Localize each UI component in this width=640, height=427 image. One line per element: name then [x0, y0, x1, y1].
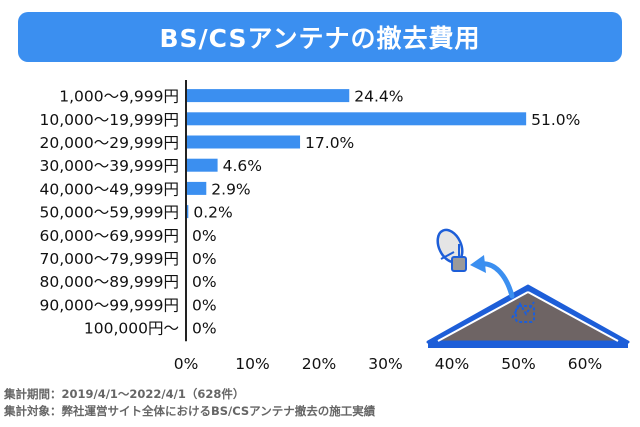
category-label-10: 100,000円〜 [84, 320, 179, 338]
category-label-8: 80,000〜89,999円 [40, 273, 179, 291]
value-labels: 24.4% 51.0% 17.0% 4.6% 2.9% 0.2% 0% 0% 0% 0% 0% [192, 88, 580, 338]
value-label-10: 0% [192, 320, 217, 338]
category-labels: 1,000〜9,999円 10,000〜19,999円 20,000〜29,999円… [40, 88, 179, 338]
bar-2 [187, 135, 301, 149]
category-label-6: 60,000〜69,999円 [40, 227, 179, 245]
x-tick-label-2: 20% [302, 355, 336, 373]
category-label-2: 20,000〜29,999円 [40, 134, 179, 152]
bar-4 [187, 181, 207, 195]
value-label-9: 0% [192, 296, 217, 314]
footnote-period: 集計期間：2019/4/1〜2022/4/1（628件） [4, 387, 245, 401]
x-tick-label-5: 50% [501, 355, 535, 373]
value-label-5: 0.2% [193, 204, 232, 222]
x-tick-labels: 0% 10% 20% 30% 40% 50% 60% [174, 355, 603, 373]
x-tick-label-1: 10% [235, 355, 269, 373]
category-label-0: 1,000〜9,999円 [59, 88, 179, 106]
x-tick-label-0: 0% [174, 355, 199, 373]
category-label-7: 70,000〜79,999円 [40, 250, 179, 268]
bar-0 [187, 89, 350, 103]
value-label-8: 0% [192, 273, 217, 291]
value-label-4: 2.9% [211, 180, 250, 198]
x-tick-label-6: 60% [568, 355, 602, 373]
roof-icon [426, 284, 630, 348]
x-tick-label-4: 40% [435, 355, 469, 373]
value-label-6: 0% [192, 227, 217, 245]
antenna-mount-icon [511, 301, 535, 323]
value-label-3: 4.6% [223, 157, 262, 175]
category-label-3: 30,000〜39,999円 [40, 157, 179, 175]
value-label-1: 51.0% [531, 111, 580, 129]
page-title: BS/CSアンテナの撤去費用 [159, 24, 481, 53]
antenna-icon [436, 228, 467, 272]
bar-1 [187, 112, 527, 126]
x-tick-label-3: 30% [368, 355, 402, 373]
value-label-7: 0% [192, 250, 217, 268]
category-label-4: 40,000〜49,999円 [40, 180, 179, 198]
arrow-icon [470, 255, 515, 299]
value-label-0: 24.4% [354, 88, 403, 106]
category-label-5: 50,000〜59,999円 [40, 204, 179, 222]
footnote-target: 集計対象：弊社運営サイト全体におけるBS/CSアンテナ撤去の施工実績 [4, 404, 376, 418]
bar-3 [187, 158, 218, 172]
category-label-9: 90,000〜99,999円 [40, 296, 179, 314]
category-label-1: 10,000〜19,999円 [40, 111, 179, 129]
bars-group [187, 89, 527, 219]
value-label-2: 17.0% [305, 134, 354, 152]
title-bar: BS/CSアンテナの撤去費用 [18, 12, 622, 62]
bar-5 [187, 205, 189, 219]
